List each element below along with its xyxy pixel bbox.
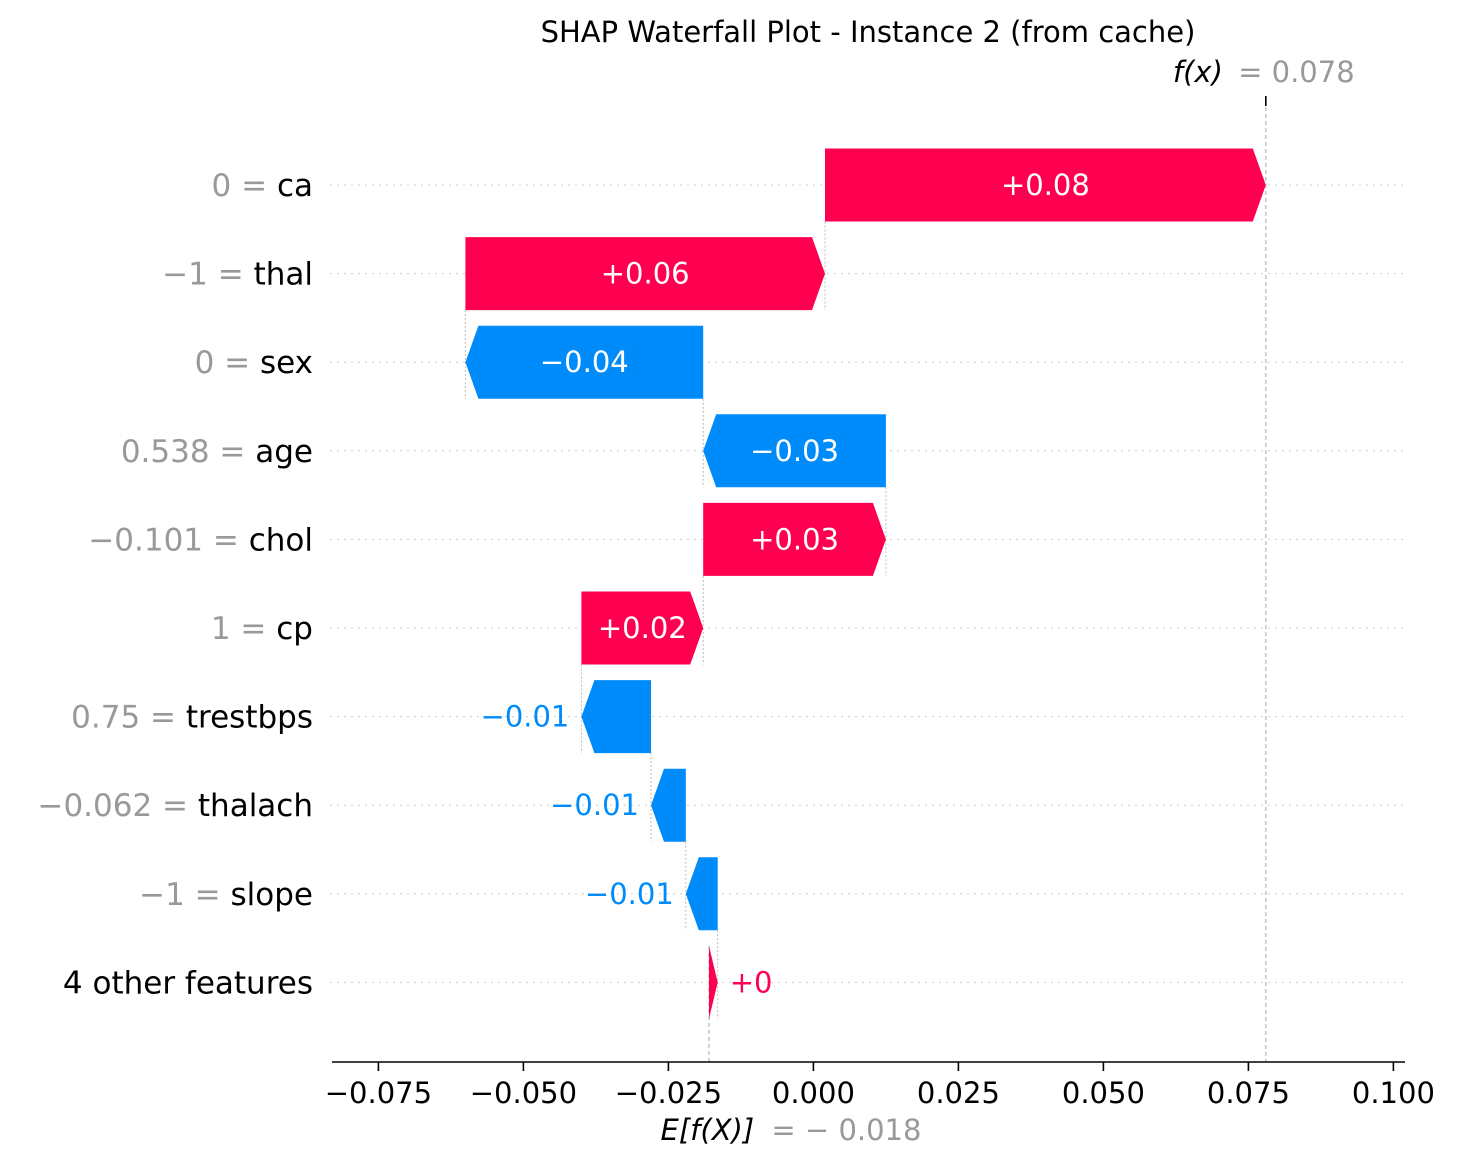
feature-name: thal <box>254 257 313 293</box>
waterfall-bar <box>685 857 718 931</box>
feature-value: −0.062 = <box>37 788 197 824</box>
bar-value-label: −0.04 <box>540 345 629 379</box>
feature-value: −1 = <box>162 257 253 293</box>
base-value-label-text: E[f(X)] = − 0.018 <box>661 1113 922 1147</box>
feature-name: sex <box>260 345 313 381</box>
feature-label: 0 = ca <box>212 168 313 204</box>
base-value-name: E[f(X)] <box>661 1113 755 1147</box>
waterfall-bar <box>825 148 1266 222</box>
feature-value: 0 = <box>195 345 260 381</box>
base-value-label: E[f(X)] = − 0.018 <box>661 1113 922 1147</box>
x-tick-label: −0.075 <box>325 1076 432 1110</box>
x-axis: −0.075 −0.050 −0.025 0.000 0.025 0.050 0.075 0.… <box>325 1061 1435 1110</box>
feature-name: slope <box>231 877 313 913</box>
bar-value-label: +0.02 <box>598 611 687 645</box>
feature-name: ca <box>277 168 313 204</box>
feature-value: 0 = <box>212 168 277 204</box>
bar-value-label: −0.01 <box>550 788 639 822</box>
feature-label: −1 = thal <box>162 257 313 293</box>
feature-name: cp <box>276 611 313 647</box>
feature-value: −1 = <box>139 877 230 913</box>
bar-value-label: +0 <box>730 965 773 999</box>
feature-name: age <box>255 434 313 470</box>
waterfall-bar <box>709 945 718 1019</box>
x-tick-label: 0.025 <box>917 1076 1000 1110</box>
waterfall-bars: +0.08 +0.06 −0.04 −0.03 +0.03 +0.02 −0.01 −0.01… <box>465 148 1266 1019</box>
feature-label: 0.75 = trestbps <box>71 700 313 736</box>
waterfall-bar <box>465 325 704 399</box>
feature-name: 4 other features <box>63 965 313 1001</box>
base-value-text: = − 0.018 <box>771 1113 921 1147</box>
feature-value: −0.101 = <box>88 522 248 558</box>
connector-lines <box>464 221 887 1019</box>
feature-label: 0.538 = age <box>121 434 313 470</box>
y-axis-labels: 0 = ca −1 = thal 0 = sex 0.538 = age −0.101 … <box>37 168 313 1001</box>
feature-label: 1 = cp <box>211 611 313 647</box>
feature-name: trestbps <box>186 700 313 736</box>
feature-label: 4 other features <box>63 965 313 1001</box>
feature-name: thalach <box>198 788 313 824</box>
feature-label: −0.062 = thalach <box>37 788 313 824</box>
output-value-text: = 0.078 <box>1238 55 1355 89</box>
feature-value: 0.538 = <box>121 434 255 470</box>
waterfall-bar <box>703 502 886 576</box>
feature-label: 0 = sex <box>195 345 313 381</box>
feature-value: 0.75 = <box>71 700 186 736</box>
waterfall-bar <box>581 680 651 754</box>
x-tick-label: 0.050 <box>1062 1076 1145 1110</box>
x-tick-label: −0.025 <box>615 1076 722 1110</box>
bar-value-label: −0.01 <box>585 877 674 911</box>
feature-label: −0.101 = chol <box>88 522 313 558</box>
waterfall-bar <box>651 768 686 842</box>
feature-value: 1 = <box>211 611 276 647</box>
bar-value-label: −0.03 <box>750 434 839 468</box>
output-value-label: f(x) = 0.078 <box>1173 55 1355 106</box>
waterfall-bar <box>703 414 886 488</box>
x-axis-ticks: −0.075 −0.050 −0.025 0.000 0.025 0.050 0.075 0.… <box>325 1062 1435 1110</box>
bar-value-label: +0.06 <box>601 257 690 291</box>
x-tick-label: 0.075 <box>1207 1076 1290 1110</box>
waterfall-bar <box>581 591 704 665</box>
bar-value-label: +0.08 <box>1001 168 1090 202</box>
x-tick-label: 0.100 <box>1352 1076 1435 1110</box>
feature-name: chol <box>249 522 313 558</box>
output-value-label-text: f(x) = 0.078 <box>1173 55 1355 89</box>
feature-label: −1 = slope <box>139 877 313 913</box>
output-value-name: f(x) <box>1173 55 1223 89</box>
x-tick-label: 0.000 <box>772 1076 855 1110</box>
chart-title: SHAP Waterfall Plot - Instance 2 (from c… <box>541 15 1196 49</box>
x-tick-label: −0.050 <box>470 1076 577 1110</box>
waterfall-bar <box>465 237 825 311</box>
bar-value-label: +0.03 <box>750 522 839 556</box>
bar-value-label: −0.01 <box>481 700 570 734</box>
